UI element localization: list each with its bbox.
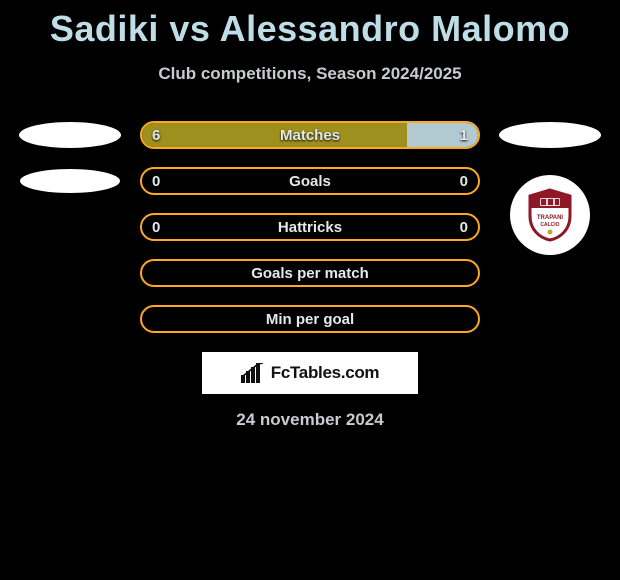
- bar-wrap: 6 Matches 1: [140, 121, 480, 149]
- brand-text: FcTables.com: [271, 363, 380, 383]
- stat-row: 6 Matches 1: [0, 112, 620, 158]
- stat-row: Goals per match: [0, 250, 620, 296]
- club-badge-icon: TRAPANI CALCIO: [510, 175, 590, 255]
- stat-bar: Goals per match: [140, 259, 480, 287]
- bar-wrap: Goals per match: [140, 259, 480, 287]
- bar-center-label: Goals per match: [142, 261, 478, 285]
- bar-right-value: 0: [450, 215, 478, 239]
- left-slot: [0, 169, 140, 193]
- bar-wrap: Min per goal: [140, 305, 480, 333]
- bar-wrap: 0 Goals 0: [140, 167, 480, 195]
- stat-row: Min per goal: [0, 296, 620, 342]
- left-slot: [0, 122, 140, 148]
- stat-bar: 6 Matches 1: [140, 121, 480, 149]
- stat-bar: Min per goal: [140, 305, 480, 333]
- svg-text:TRAPANI: TRAPANI: [537, 215, 564, 221]
- bar-wrap: 0 Hattricks 0: [140, 213, 480, 241]
- bar-right-value: 1: [450, 123, 478, 147]
- stat-bar: 0 Goals 0: [140, 167, 480, 195]
- player-ellipse-icon: [20, 169, 120, 193]
- bar-center-label: Hattricks: [142, 215, 478, 239]
- page-title: Sadiki vs Alessandro Malomo: [0, 0, 620, 50]
- player-ellipse-icon: [499, 122, 601, 148]
- player-ellipse-icon: [19, 122, 121, 148]
- brand-bars-icon: [241, 363, 265, 383]
- date-line: 24 november 2024: [0, 410, 620, 430]
- svg-text:CALCIO: CALCIO: [540, 222, 559, 228]
- comparison-chart: 6 Matches 1 0 Goals 0: [0, 112, 620, 342]
- subtitle: Club competitions, Season 2024/2025: [0, 64, 620, 84]
- brand-box: FcTables.com: [202, 352, 418, 394]
- bar-center-label: Goals: [142, 169, 478, 193]
- stat-row: 0 Goals 0 TRAPANI CALCIO: [0, 158, 620, 204]
- bar-right-value: 0: [450, 169, 478, 193]
- bar-center-label: Min per goal: [142, 307, 478, 331]
- bar-center-label: Matches: [142, 123, 478, 147]
- right-slot: [480, 122, 620, 148]
- stat-bar: 0 Hattricks 0: [140, 213, 480, 241]
